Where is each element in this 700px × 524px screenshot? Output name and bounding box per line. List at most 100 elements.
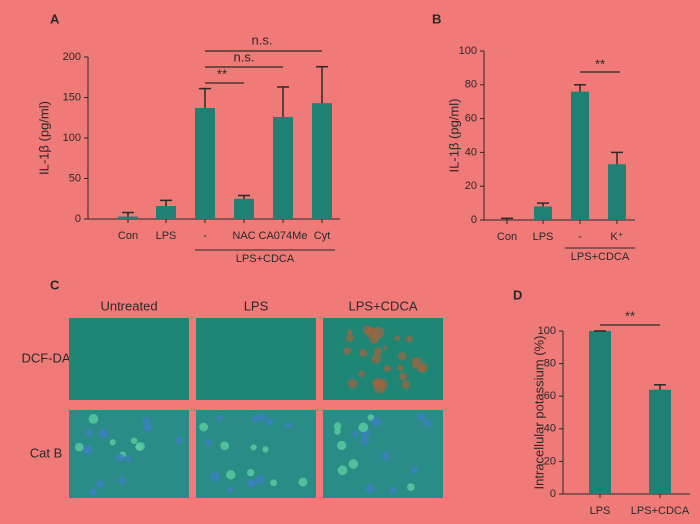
cell-dot xyxy=(124,455,132,462)
y-tick-label: 100 xyxy=(63,132,81,144)
annotation: n.s. xyxy=(252,32,273,47)
y-axis-label: IL-1β (pg/ml) xyxy=(446,99,461,173)
micrograph xyxy=(69,318,189,400)
cell-dot xyxy=(118,476,127,485)
x-tick-label: LPS xyxy=(590,505,611,517)
cell-dot xyxy=(348,459,359,469)
stain-dot xyxy=(419,366,425,372)
cell-dot xyxy=(88,487,97,496)
x-tick-label: Con xyxy=(118,230,138,242)
cell-dot xyxy=(381,451,391,461)
stain-dot xyxy=(369,334,379,345)
cell-dot xyxy=(135,441,145,451)
stain-dot xyxy=(343,347,352,355)
x-tick-label: CA074Me xyxy=(259,230,308,242)
stain-dot xyxy=(346,329,353,335)
stain-dot xyxy=(367,327,372,332)
y-tick-label: 100 xyxy=(459,45,477,57)
error-bar xyxy=(654,384,666,390)
error-bar xyxy=(611,151,623,165)
stain-dot xyxy=(412,361,420,369)
cell-dot xyxy=(246,468,255,477)
y-tick-label: 60 xyxy=(465,113,477,125)
bar xyxy=(312,103,332,219)
x-tick-label: - xyxy=(578,231,582,243)
y-tick-label: 0 xyxy=(550,488,556,500)
y-tick-label: 0 xyxy=(471,214,477,226)
cell-dot xyxy=(220,441,230,451)
cell-dot xyxy=(284,422,292,429)
cell-dot xyxy=(255,475,265,485)
stain-dot xyxy=(398,352,407,361)
stain-dot xyxy=(372,379,381,388)
row-label: Cat B xyxy=(30,445,63,460)
stain-dot xyxy=(371,354,382,364)
stain-dot xyxy=(358,370,365,378)
bar xyxy=(571,91,589,220)
cell-dot xyxy=(175,436,183,445)
y-tick-label: 20 xyxy=(544,455,556,467)
cell-dot xyxy=(142,416,151,425)
y-tick-label: 80 xyxy=(465,79,477,91)
cell-dot xyxy=(74,442,84,452)
cell-dot xyxy=(143,423,153,432)
stain-dot xyxy=(397,364,404,371)
group-label: LPS+CDCA xyxy=(236,253,295,265)
cell-dot xyxy=(247,478,256,488)
row-label: DCF-DA xyxy=(21,350,70,365)
cell-dot xyxy=(411,466,419,474)
cell-dot xyxy=(216,414,223,422)
cell-dot xyxy=(336,440,347,451)
error-bar xyxy=(537,202,549,207)
cell-dot xyxy=(209,472,220,482)
cell-dot xyxy=(262,446,269,453)
error-bar xyxy=(122,211,134,217)
stain-dot xyxy=(347,379,358,389)
bar xyxy=(156,206,176,219)
bar xyxy=(195,108,215,219)
cell-dot xyxy=(227,486,234,493)
cell-dot xyxy=(298,477,308,487)
annotation: ** xyxy=(595,56,605,71)
y-tick-label: 200 xyxy=(63,51,81,63)
x-tick-label: Cyt xyxy=(314,230,331,242)
y-tick-label: 50 xyxy=(69,172,81,184)
x-tick-label: LPS+CDCA xyxy=(631,505,690,517)
stain-dot xyxy=(394,335,400,342)
column-label: Untreated xyxy=(100,298,157,313)
column-label: LPS+CDCA xyxy=(349,298,418,313)
error-bar xyxy=(160,199,172,207)
cell-dot xyxy=(407,483,415,492)
cell-dot xyxy=(82,444,93,455)
x-tick-label: Con xyxy=(497,231,517,243)
cell-dot xyxy=(265,417,274,426)
cell-dot xyxy=(423,419,431,427)
column-label: LPS xyxy=(244,298,269,313)
stain-dot xyxy=(374,347,383,356)
y-axis-label: Intracellular potassium (%) xyxy=(531,336,546,490)
x-tick-label: NAC xyxy=(232,230,255,242)
error-bar xyxy=(501,217,513,220)
cell-dot xyxy=(417,413,426,422)
y-tick-label: 40 xyxy=(544,423,556,435)
cell-dot xyxy=(88,414,99,424)
cell-dot xyxy=(251,415,259,423)
cell-dot xyxy=(96,480,105,488)
error-bar xyxy=(277,86,289,117)
cell-dot xyxy=(334,428,341,435)
y-tick-label: 40 xyxy=(465,146,477,158)
x-tick-label: LPS xyxy=(533,231,554,243)
cell-dot xyxy=(115,453,125,463)
stain-dot xyxy=(406,335,413,343)
stain-dot xyxy=(359,348,368,357)
y-axis-label: IL-1β (pg/ml) xyxy=(36,101,51,175)
cell-dot xyxy=(337,465,348,476)
cell-dot xyxy=(98,428,108,438)
micrograph xyxy=(196,318,316,400)
stain-dot xyxy=(345,334,354,343)
error-bar xyxy=(316,65,328,104)
y-tick-label: 80 xyxy=(544,358,556,370)
stain-dot xyxy=(383,345,388,350)
cell-dot xyxy=(250,444,257,451)
